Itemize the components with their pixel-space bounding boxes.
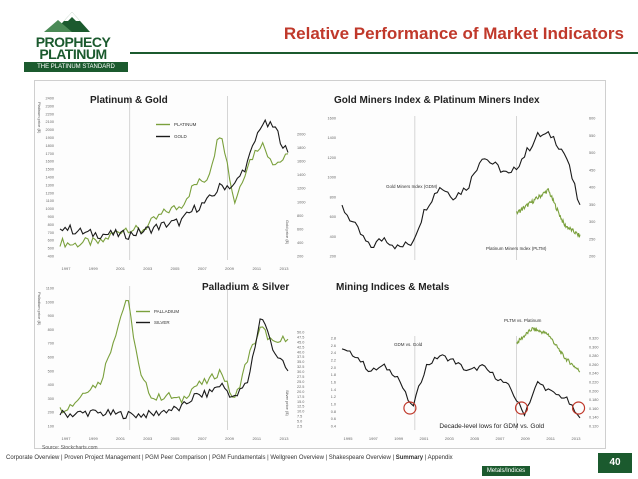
logo-line1: PROPHECY	[35, 34, 111, 50]
header-divider	[130, 52, 638, 54]
footer-nav-suffix[interactable]: | Appendix	[423, 455, 453, 461]
panel-title-bottom-left: Palladium & Silver	[202, 282, 290, 293]
footer-nav-prefix[interactable]: Corporate Overview | Proven Project Mana…	[6, 455, 396, 461]
section-badge: Metals/Indices	[482, 466, 530, 476]
logo-line2: PLATINUM	[39, 46, 107, 62]
charts-frame	[34, 80, 606, 449]
mountain-logo-icon	[44, 12, 90, 32]
page-number: 40	[598, 453, 632, 473]
source-note: Source: Stockcharts.com	[42, 445, 98, 451]
logo-tagline: THE PLATINUM STANDARD	[24, 62, 128, 72]
page-title: Relative Performance of Market Indicator…	[283, 24, 624, 43]
company-logo: PROPHECY PLATINUM THE PLATINUM STANDARD	[14, 8, 132, 72]
panel-title-bottom-right: Mining Indices & Metals	[336, 282, 450, 293]
panel-title-top-right: Gold Miners Index & Platinum Miners Inde…	[334, 95, 540, 106]
footer-nav: Corporate Overview | Proven Project Mana…	[6, 455, 453, 461]
panel-title-top-left: Platinum & Gold	[90, 95, 168, 106]
footer-nav-current[interactable]: Summary	[395, 455, 424, 461]
